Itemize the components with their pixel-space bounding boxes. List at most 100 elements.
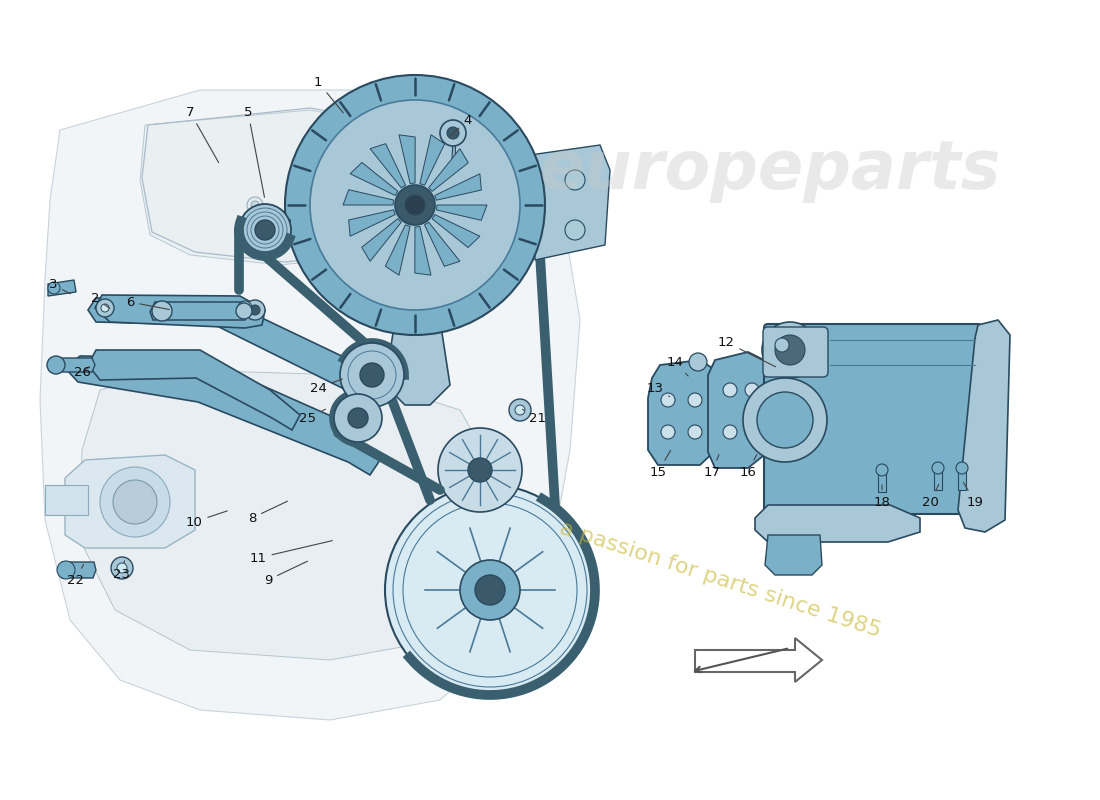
FancyBboxPatch shape (764, 324, 982, 514)
Circle shape (340, 343, 404, 407)
Text: 3: 3 (48, 278, 70, 294)
Polygon shape (95, 295, 265, 328)
Circle shape (932, 462, 944, 474)
Circle shape (742, 378, 827, 462)
Polygon shape (150, 302, 250, 320)
Polygon shape (50, 358, 95, 372)
Text: 18: 18 (873, 485, 890, 509)
Polygon shape (958, 468, 966, 490)
Circle shape (255, 220, 275, 240)
Text: 21: 21 (522, 410, 547, 425)
Circle shape (776, 338, 789, 352)
Text: 24: 24 (309, 379, 342, 394)
Polygon shape (350, 162, 398, 195)
Polygon shape (370, 144, 406, 188)
Circle shape (360, 363, 384, 387)
Text: 23: 23 (113, 561, 131, 582)
Circle shape (238, 301, 252, 315)
Text: 5: 5 (244, 106, 264, 198)
Polygon shape (399, 135, 415, 183)
Circle shape (47, 356, 65, 374)
Circle shape (245, 300, 265, 320)
Polygon shape (958, 320, 1010, 532)
Circle shape (515, 405, 525, 415)
Text: a passion for parts since 1985: a passion for parts since 1985 (557, 518, 883, 642)
Polygon shape (764, 535, 822, 575)
Polygon shape (88, 350, 300, 430)
Text: 26: 26 (74, 366, 90, 378)
Circle shape (348, 408, 369, 428)
Polygon shape (429, 149, 469, 191)
Text: 9: 9 (264, 561, 308, 586)
Circle shape (113, 480, 157, 524)
Text: 1: 1 (314, 75, 343, 113)
Circle shape (776, 335, 805, 365)
Polygon shape (432, 214, 480, 247)
Circle shape (385, 485, 595, 695)
Text: 8: 8 (248, 501, 287, 525)
Circle shape (661, 425, 675, 439)
Circle shape (100, 467, 170, 537)
Circle shape (688, 393, 702, 407)
Circle shape (302, 207, 318, 223)
Text: 14: 14 (667, 355, 689, 376)
Circle shape (745, 383, 759, 397)
Circle shape (239, 204, 292, 256)
Circle shape (745, 425, 759, 439)
Circle shape (956, 462, 968, 474)
Circle shape (440, 120, 466, 146)
Circle shape (248, 197, 263, 213)
Polygon shape (434, 174, 482, 200)
Polygon shape (362, 218, 402, 262)
Polygon shape (140, 110, 400, 265)
Circle shape (565, 170, 585, 190)
Polygon shape (349, 210, 395, 236)
Circle shape (57, 561, 75, 579)
Polygon shape (425, 222, 460, 266)
Polygon shape (343, 190, 394, 205)
Polygon shape (385, 320, 450, 405)
Circle shape (152, 301, 172, 321)
Circle shape (723, 425, 737, 439)
Circle shape (688, 425, 702, 439)
Circle shape (689, 353, 707, 371)
Circle shape (285, 75, 544, 335)
Circle shape (262, 222, 278, 238)
Polygon shape (40, 90, 580, 720)
Text: 10: 10 (186, 511, 228, 529)
Circle shape (438, 428, 522, 512)
Polygon shape (708, 352, 768, 468)
Circle shape (306, 211, 313, 219)
Polygon shape (385, 225, 410, 275)
Text: 6: 6 (125, 295, 169, 310)
Polygon shape (65, 455, 195, 548)
Circle shape (250, 305, 260, 315)
Circle shape (48, 282, 60, 294)
Circle shape (111, 557, 133, 579)
Polygon shape (45, 485, 88, 515)
Circle shape (395, 185, 434, 225)
Polygon shape (451, 133, 455, 165)
Circle shape (460, 560, 520, 620)
Text: 22: 22 (66, 565, 84, 586)
Circle shape (96, 299, 114, 317)
Polygon shape (65, 356, 379, 475)
Circle shape (723, 383, 737, 397)
Polygon shape (934, 468, 942, 490)
Polygon shape (415, 226, 431, 275)
Polygon shape (88, 298, 370, 396)
Text: 25: 25 (299, 410, 326, 425)
Circle shape (876, 464, 888, 476)
Text: 20: 20 (922, 485, 938, 509)
Circle shape (468, 458, 492, 482)
Text: 4: 4 (450, 114, 472, 136)
Text: europeparts: europeparts (539, 137, 1001, 203)
Text: 11: 11 (250, 541, 332, 565)
Text: 15: 15 (649, 450, 671, 478)
Circle shape (475, 575, 505, 605)
Polygon shape (437, 205, 487, 220)
Polygon shape (60, 562, 96, 578)
Text: 13: 13 (647, 382, 670, 397)
Polygon shape (420, 135, 444, 186)
Circle shape (757, 392, 813, 448)
